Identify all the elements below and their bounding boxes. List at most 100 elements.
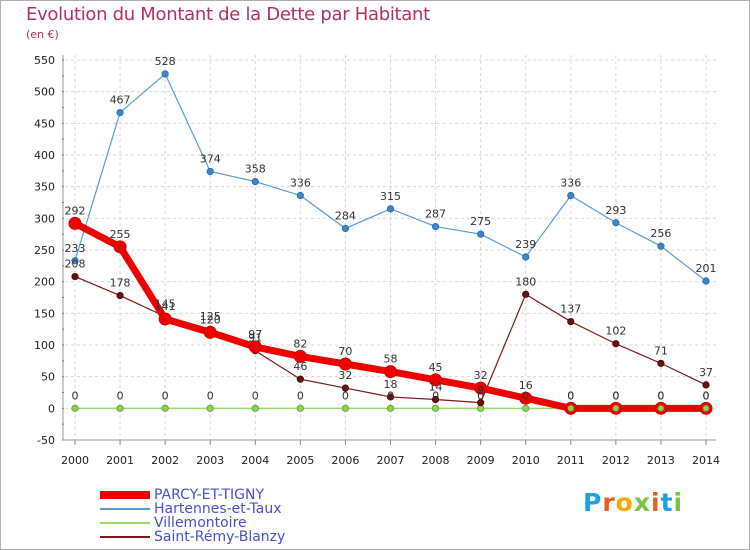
point-hartennes bbox=[431, 222, 440, 231]
logo-letter: o bbox=[615, 488, 634, 517]
data-label-villemontoire: 0 bbox=[567, 389, 574, 402]
data-label-saint-remy: 208 bbox=[65, 258, 86, 271]
data-label-hartennes: 374 bbox=[200, 152, 221, 165]
data-label-villemontoire: 0 bbox=[297, 389, 304, 402]
point-saint-remy bbox=[702, 381, 710, 389]
point-parcy bbox=[338, 357, 352, 371]
point-hartennes bbox=[567, 191, 575, 200]
data-label-villemontoire: 0 bbox=[207, 389, 214, 402]
y-tick-label: 400 bbox=[34, 149, 55, 162]
logo-letter: t bbox=[660, 488, 674, 517]
data-label-hartennes: 336 bbox=[560, 177, 581, 190]
y-tick-label: 0 bbox=[48, 402, 55, 415]
y-tick-label: 150 bbox=[34, 307, 55, 320]
point-villemontoire bbox=[206, 404, 214, 412]
x-tick-label: 2011 bbox=[557, 454, 585, 467]
data-label-saint-remy: 32 bbox=[338, 369, 352, 382]
y-tick-label: 200 bbox=[34, 276, 55, 289]
x-tick-label: 2014 bbox=[692, 454, 720, 467]
point-saint-remy bbox=[296, 375, 304, 383]
point-saint-remy bbox=[341, 384, 350, 392]
x-tick-label: 2000 bbox=[61, 454, 89, 467]
point-hartennes bbox=[206, 167, 214, 176]
point-hartennes bbox=[71, 257, 79, 265]
point-villemontoire bbox=[386, 404, 395, 412]
legend-label: Saint-Rémy-Blanzy bbox=[154, 529, 286, 545]
point-hartennes bbox=[702, 277, 710, 285]
y-tick-label: 450 bbox=[34, 117, 55, 130]
data-label-villemontoire: 0 bbox=[252, 389, 259, 402]
point-parcy bbox=[474, 381, 488, 395]
data-label-villemontoire: 0 bbox=[387, 389, 394, 402]
data-label-saint-remy: 102 bbox=[605, 325, 626, 338]
legend-label: Hartennes-et-Taux bbox=[154, 501, 282, 517]
y-tick-label: 500 bbox=[34, 86, 55, 99]
data-label-hartennes: 467 bbox=[110, 94, 131, 107]
data-label-parcy: 16 bbox=[519, 379, 533, 392]
data-label-parcy: 97 bbox=[248, 328, 262, 341]
data-label-saint-remy: 14 bbox=[429, 380, 443, 393]
point-hartennes bbox=[386, 205, 395, 213]
data-label-parcy: 120 bbox=[200, 313, 221, 326]
legend-item-villemontoire: Villemontoire bbox=[100, 515, 247, 531]
point-parcy-inner bbox=[612, 404, 620, 412]
data-label-villemontoire: 0 bbox=[342, 389, 349, 402]
point-hartennes bbox=[657, 242, 665, 250]
point-parcy bbox=[429, 373, 443, 387]
point-villemontoire bbox=[161, 404, 169, 412]
x-tick-label: 2006 bbox=[331, 454, 359, 467]
data-label-villemontoire: 0 bbox=[432, 389, 439, 402]
point-hartennes bbox=[522, 253, 530, 261]
point-parcy bbox=[68, 216, 82, 230]
y-tick-label: 350 bbox=[34, 181, 55, 194]
data-label-hartennes: 287 bbox=[425, 208, 446, 221]
point-saint-remy bbox=[522, 290, 530, 298]
point-parcy bbox=[248, 340, 262, 354]
data-label-hartennes: 201 bbox=[696, 262, 717, 275]
point-parcy-inner bbox=[702, 404, 710, 412]
point-saint-remy bbox=[71, 272, 79, 281]
point-saint-remy bbox=[657, 359, 665, 367]
logo-letter: x bbox=[633, 488, 651, 517]
point-villemontoire bbox=[116, 404, 124, 412]
logo-letter: i bbox=[673, 488, 684, 517]
y-tick-label: 250 bbox=[34, 244, 55, 257]
data-label-villemontoire: 0 bbox=[162, 389, 169, 402]
data-label-saint-remy: 178 bbox=[110, 277, 131, 290]
x-tick-label: 2012 bbox=[602, 454, 630, 467]
legend-swatch bbox=[100, 508, 150, 510]
data-label-parcy: 45 bbox=[429, 361, 443, 374]
point-villemontoire bbox=[341, 404, 350, 412]
legend-swatch bbox=[100, 522, 150, 524]
point-hartennes bbox=[251, 178, 259, 186]
y-tick-label: 50 bbox=[41, 371, 55, 384]
y-tick-label: -50 bbox=[37, 434, 55, 447]
data-label-villemontoire: 0 bbox=[117, 389, 124, 402]
data-label-villemontoire: 0 bbox=[657, 389, 664, 402]
point-hartennes bbox=[341, 224, 350, 233]
point-hartennes bbox=[296, 191, 304, 200]
data-label-villemontoire: 0 bbox=[612, 389, 619, 402]
point-saint-remy bbox=[431, 395, 440, 404]
data-label-hartennes: 336 bbox=[290, 177, 311, 190]
point-villemontoire bbox=[431, 404, 440, 412]
logo-letter: r bbox=[602, 488, 616, 517]
x-tick-label: 2007 bbox=[377, 454, 405, 467]
data-label-saint-remy: 145 bbox=[155, 298, 176, 311]
proxiti-logo: Proxiti bbox=[583, 488, 683, 517]
point-hartennes bbox=[477, 230, 485, 238]
x-tick-label: 2005 bbox=[286, 454, 314, 467]
data-label-parcy: 82 bbox=[293, 337, 307, 350]
data-label-parcy: 0 bbox=[703, 389, 710, 402]
point-saint-remy bbox=[567, 317, 575, 326]
data-label-hartennes: 293 bbox=[605, 204, 626, 217]
data-label-hartennes: 233 bbox=[65, 242, 86, 255]
data-label-saint-remy: 137 bbox=[560, 303, 581, 316]
data-label-saint-remy: 18 bbox=[384, 378, 398, 391]
logo-letter: i bbox=[651, 488, 661, 517]
logo-letter: P bbox=[583, 488, 603, 517]
x-tick-label: 2003 bbox=[196, 454, 224, 467]
data-label-hartennes: 239 bbox=[515, 238, 536, 251]
point-hartennes bbox=[612, 219, 620, 227]
point-parcy bbox=[203, 325, 217, 339]
